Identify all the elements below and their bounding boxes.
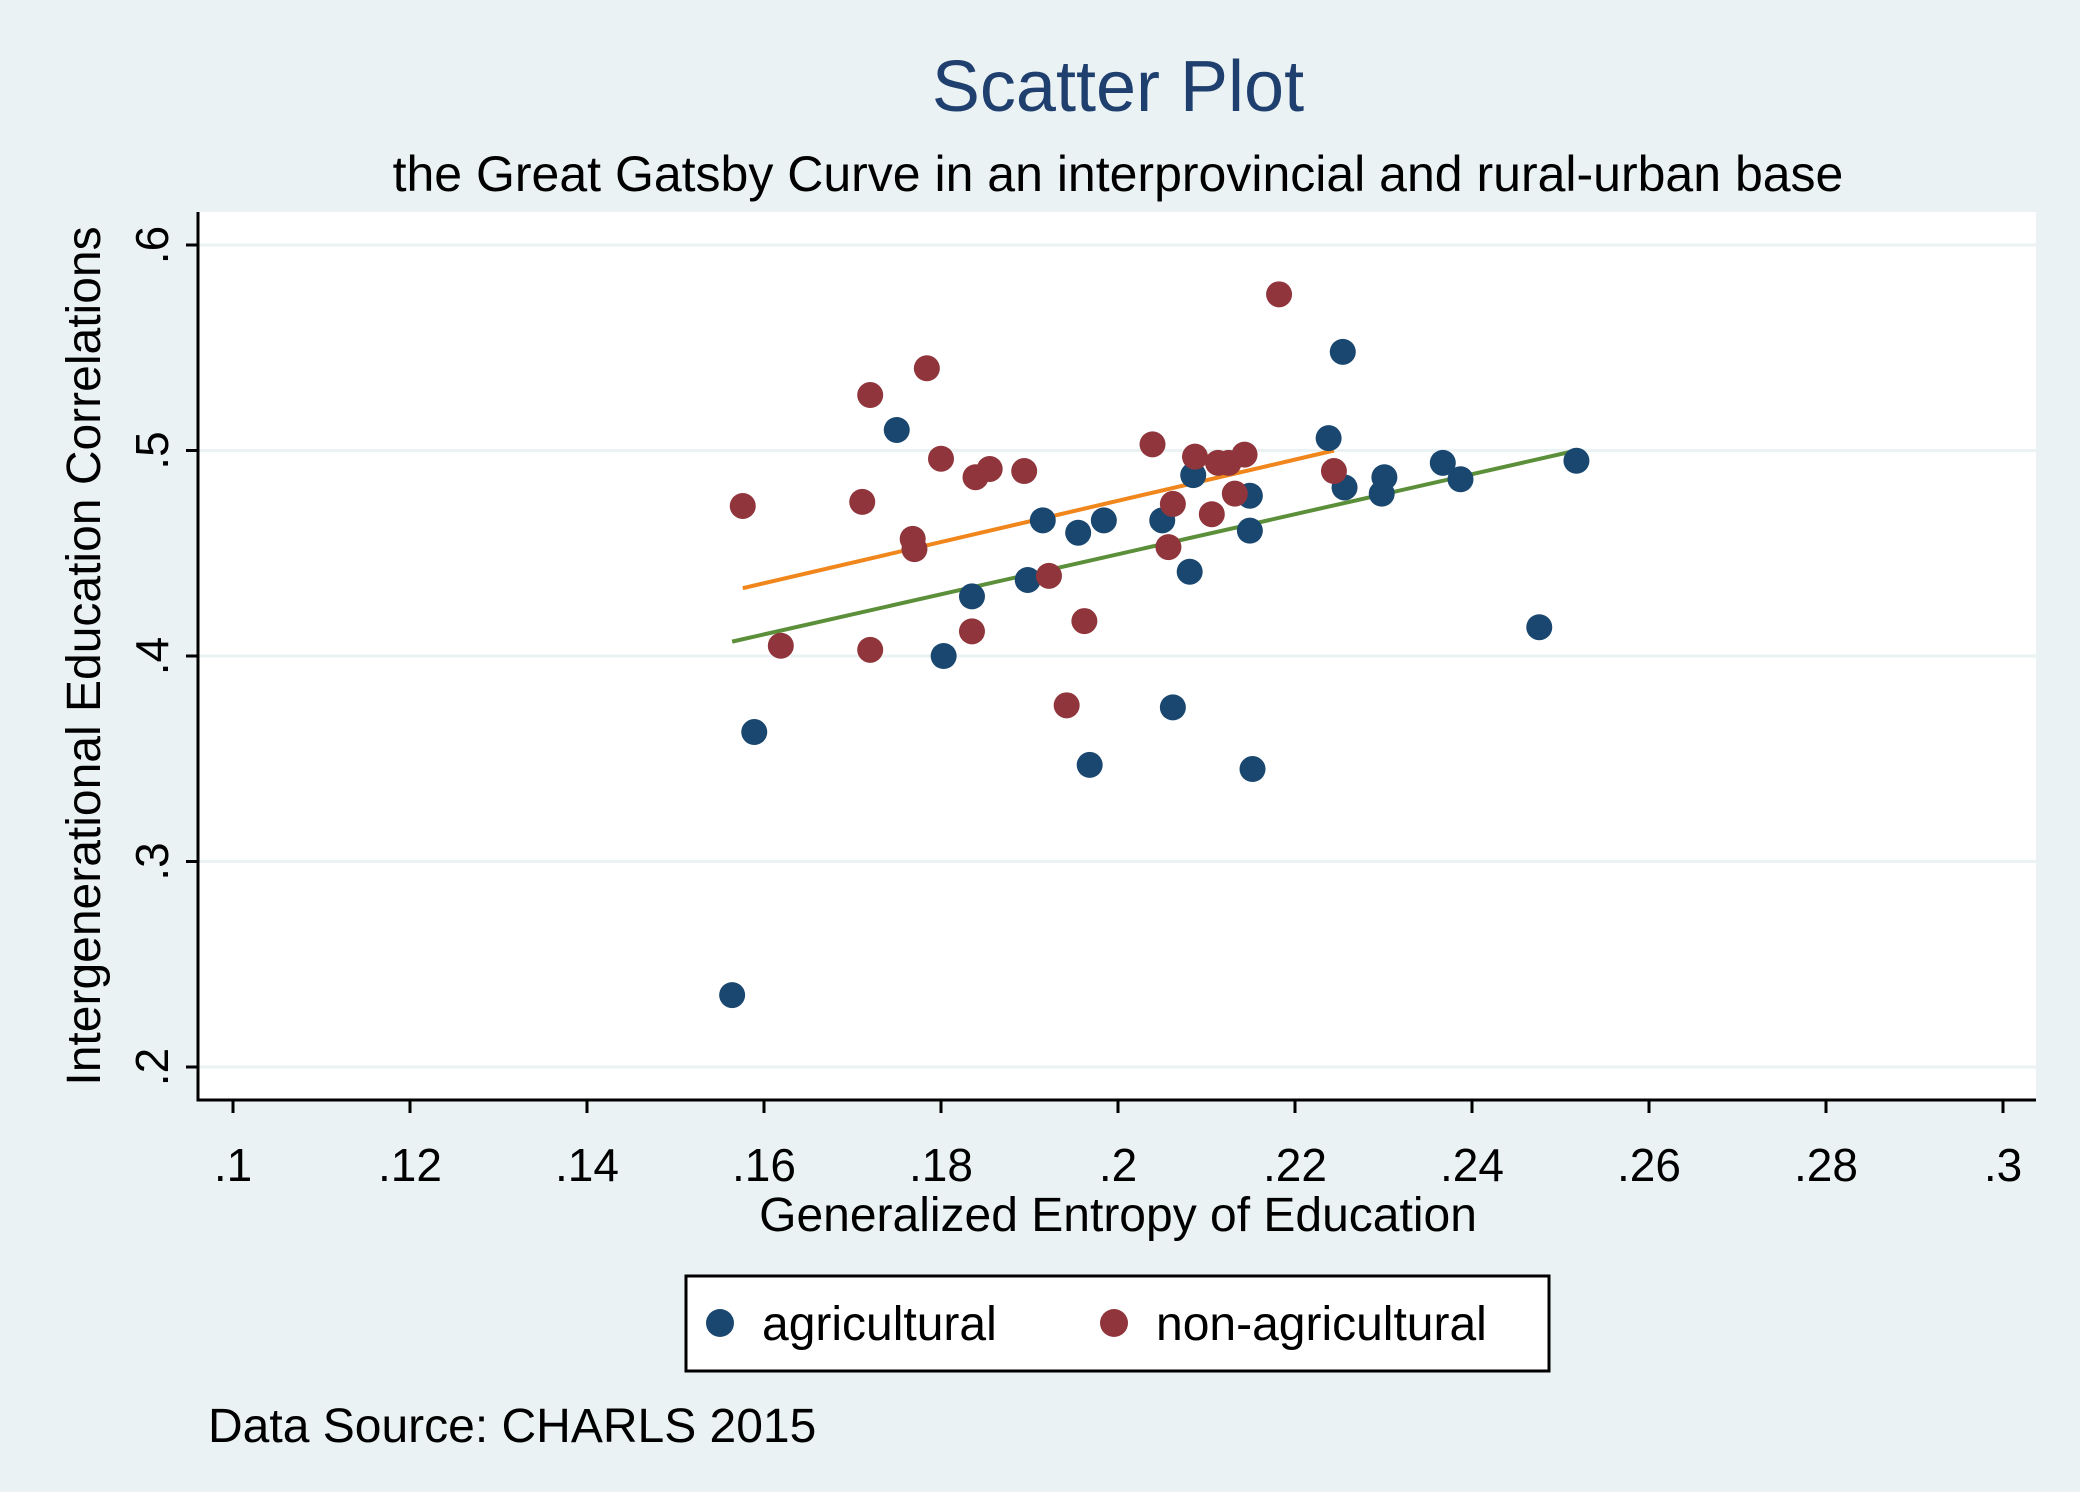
y-tick-label: .5 [126, 431, 178, 469]
data-source-note: Data Source: CHARLS 2015 [208, 1400, 816, 1453]
point-non-agricultural [1266, 281, 1292, 307]
point-non-agricultural [1232, 442, 1258, 468]
x-tick-label: .18 [909, 1139, 973, 1191]
point-agricultural [1447, 466, 1473, 492]
point-non-agricultural [730, 493, 756, 519]
point-non-agricultural [928, 446, 954, 472]
legend: agricultural non-agricultural [686, 1276, 1549, 1371]
point-non-agricultural [1160, 491, 1186, 517]
x-tick-label: .16 [732, 1139, 796, 1191]
point-agricultural [1237, 518, 1263, 544]
point-agricultural [959, 583, 985, 609]
x-tick-label: .3 [1984, 1139, 2022, 1191]
point-non-agricultural [914, 355, 940, 381]
point-non-agricultural [857, 637, 883, 663]
point-non-agricultural [1036, 563, 1062, 589]
point-non-agricultural [1140, 431, 1166, 457]
point-non-agricultural [849, 489, 875, 515]
x-tick-label: .28 [1794, 1139, 1858, 1191]
point-non-agricultural [1054, 692, 1080, 718]
chart-title: Scatter Plot [932, 47, 1304, 127]
x-tick-label: .12 [378, 1139, 442, 1191]
x-tick-label: .2 [1099, 1139, 1137, 1191]
point-non-agricultural [959, 618, 985, 644]
point-non-agricultural [1199, 501, 1225, 527]
x-tick-label: .26 [1617, 1139, 1681, 1191]
point-non-agricultural [1155, 534, 1181, 560]
point-agricultural [741, 719, 767, 745]
y-tick-label: .2 [126, 1048, 178, 1086]
chart-subtitle: the Great Gatsby Curve in an interprovin… [393, 146, 1844, 202]
point-agricultural [1177, 559, 1203, 585]
x-tick-label: .24 [1440, 1139, 1504, 1191]
point-agricultural [1091, 507, 1117, 533]
point-agricultural [1330, 339, 1356, 365]
y-tick-label: .4 [126, 637, 178, 675]
point-non-agricultural [857, 382, 883, 408]
point-non-agricultural [1071, 608, 1097, 634]
legend-label-non-agricultural: non-agricultural [1156, 1298, 1487, 1351]
y-tick-label: .6 [126, 226, 178, 264]
point-agricultural [719, 982, 745, 1008]
legend-marker-non-agricultural [1100, 1309, 1128, 1337]
point-agricultural [1371, 464, 1397, 490]
point-non-agricultural [1011, 458, 1037, 484]
point-agricultural [1030, 507, 1056, 533]
point-non-agricultural [1222, 481, 1248, 507]
x-tick-label: .1 [214, 1139, 252, 1191]
point-non-agricultural [1182, 444, 1208, 470]
point-agricultural [1065, 520, 1091, 546]
point-agricultural [1240, 756, 1266, 782]
x-axis: .1 .12 .14 .16 .18 .2 .22 .24 .26 .28 .3 [214, 1100, 2022, 1191]
y-axis: .2 .3 .4 .5 .6 [126, 226, 198, 1086]
point-agricultural [884, 417, 910, 443]
x-tick-label: .14 [555, 1139, 619, 1191]
legend-label-agricultural: agricultural [762, 1298, 997, 1351]
point-agricultural [931, 643, 957, 669]
point-agricultural [1316, 425, 1342, 451]
point-agricultural [1077, 752, 1103, 778]
point-non-agricultural [901, 536, 927, 562]
point-agricultural [1160, 694, 1186, 720]
y-tick-label: .3 [126, 842, 178, 880]
point-non-agricultural [1321, 458, 1347, 484]
point-non-agricultural [977, 456, 1003, 482]
x-tick-label: .22 [1263, 1139, 1327, 1191]
y-axis-label: Intergenerational Education Correlations [58, 226, 111, 1085]
point-non-agricultural [768, 633, 794, 659]
x-axis-label: Generalized Entropy of Education [759, 1189, 1477, 1242]
legend-marker-agricultural [706, 1309, 734, 1337]
point-agricultural [1563, 448, 1589, 474]
point-agricultural [1526, 614, 1552, 640]
